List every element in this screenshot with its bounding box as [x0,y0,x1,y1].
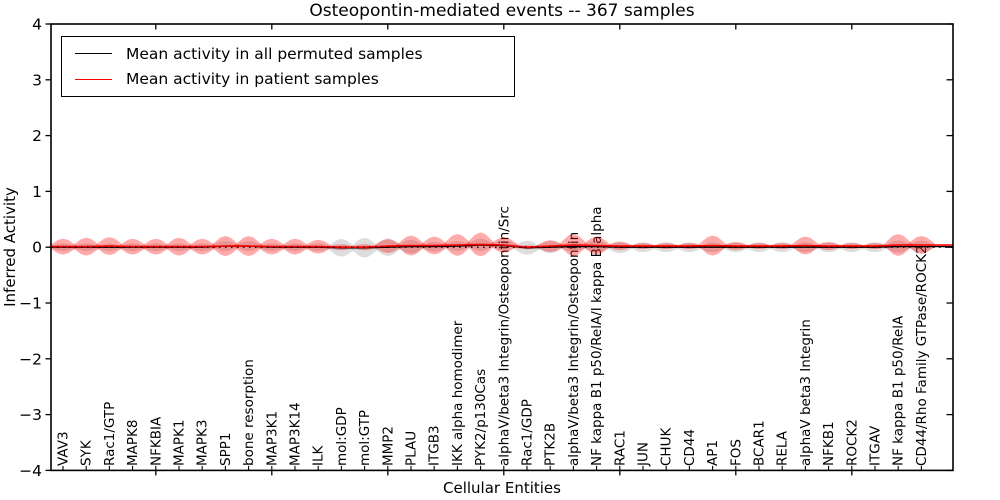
x-tick-label: IKK alpha homodimer [450,320,466,466]
x-tick-label: FOS [728,439,744,466]
x-tick-label: JUN [636,442,652,467]
x-tick-label: ITGB3 [427,425,443,466]
y-tick-label: −3 [19,406,42,424]
legend-label-permuted: Mean activity in all permuted samples [126,44,423,63]
x-tick-label: alphaV/beta3 Integrin/Osteopontin/Src [496,206,512,466]
x-tick-label: CD44 [682,429,698,466]
x-tick-label: mol:GTP [357,410,373,466]
x-tick-label: NF kappa B1 p50/RelA [891,315,907,466]
x-tick-label: PLAU [404,431,420,466]
patient-line-swatch [75,78,112,80]
y-tick-label: 2 [32,127,42,145]
x-tick-label: mol:GDP [334,407,350,466]
x-tick-label: NFKBIA [148,416,164,466]
x-tick-label: bone resorption [241,359,257,466]
x-tick-label: MMP2 [380,426,396,466]
x-tick-label: MAPK8 [125,420,141,466]
legend: Mean activity in all permuted samples Me… [61,36,515,97]
legend-row-patient: Mean activity in patient samples [62,70,514,88]
x-tick-label: ROCK2 [844,419,860,466]
x-tick-label: MAP3K14 [288,402,304,466]
y-axis-title: Inferred Activity [1,187,19,307]
x-tick-label: ILK [311,444,327,466]
y-tick-label: −4 [19,462,42,480]
x-tick-label: NFKB1 [821,421,837,466]
x-axis-title: Cellular Entities [443,479,561,497]
x-tick-label: RAC1 [612,430,628,466]
x-tick-label: RELA [775,430,791,466]
x-tick-label: MAPK1 [172,420,188,466]
x-tick-label: MAPK3 [195,420,211,466]
legend-label-patient: Mean activity in patient samples [126,70,379,89]
x-tick-label: PTK2B [543,423,559,466]
x-tick-label: Rac1/GDP [520,399,536,466]
patient-mean-line [51,243,953,249]
y-tick-label: 1 [32,183,42,201]
permuted-line-swatch [75,53,112,55]
x-tick-label: ITGAV [868,425,884,466]
x-tick-label: BCAR1 [752,420,768,466]
x-tick-label: SYK [79,439,95,466]
x-tick-label: SPP1 [218,433,234,466]
x-tick-label: alphaV beta3 Integrin [798,319,814,466]
legend-row-permuted: Mean activity in all permuted samples [62,45,514,63]
y-tick-label: −1 [19,295,42,313]
y-tick-label: 4 [32,16,42,34]
y-tick-label: −2 [19,350,42,368]
chart-title: Osteopontin-mediated events -- 367 sampl… [309,1,695,21]
x-tick-label: MAP3K1 [264,411,280,466]
x-tick-label: PYK2/p130Cas [473,369,489,466]
x-tick-label: NF kappa B1 p50/RelA/I kappa B alpha [589,206,605,466]
x-tick-label: alphaV/beta3 Integrin/Osteopontin [566,232,582,466]
x-tick-label: VAV3 [56,431,72,466]
y-tick-label: 0 [32,239,42,257]
x-tick-label: CD44/Rho Family GTPase/ROCK2 [914,245,930,466]
x-tick-label: Rac1/GTP [102,402,118,466]
x-tick-label: CHUK [659,427,675,466]
y-tick-label: 3 [32,71,42,89]
x-tick-label: AP1 [705,440,721,466]
